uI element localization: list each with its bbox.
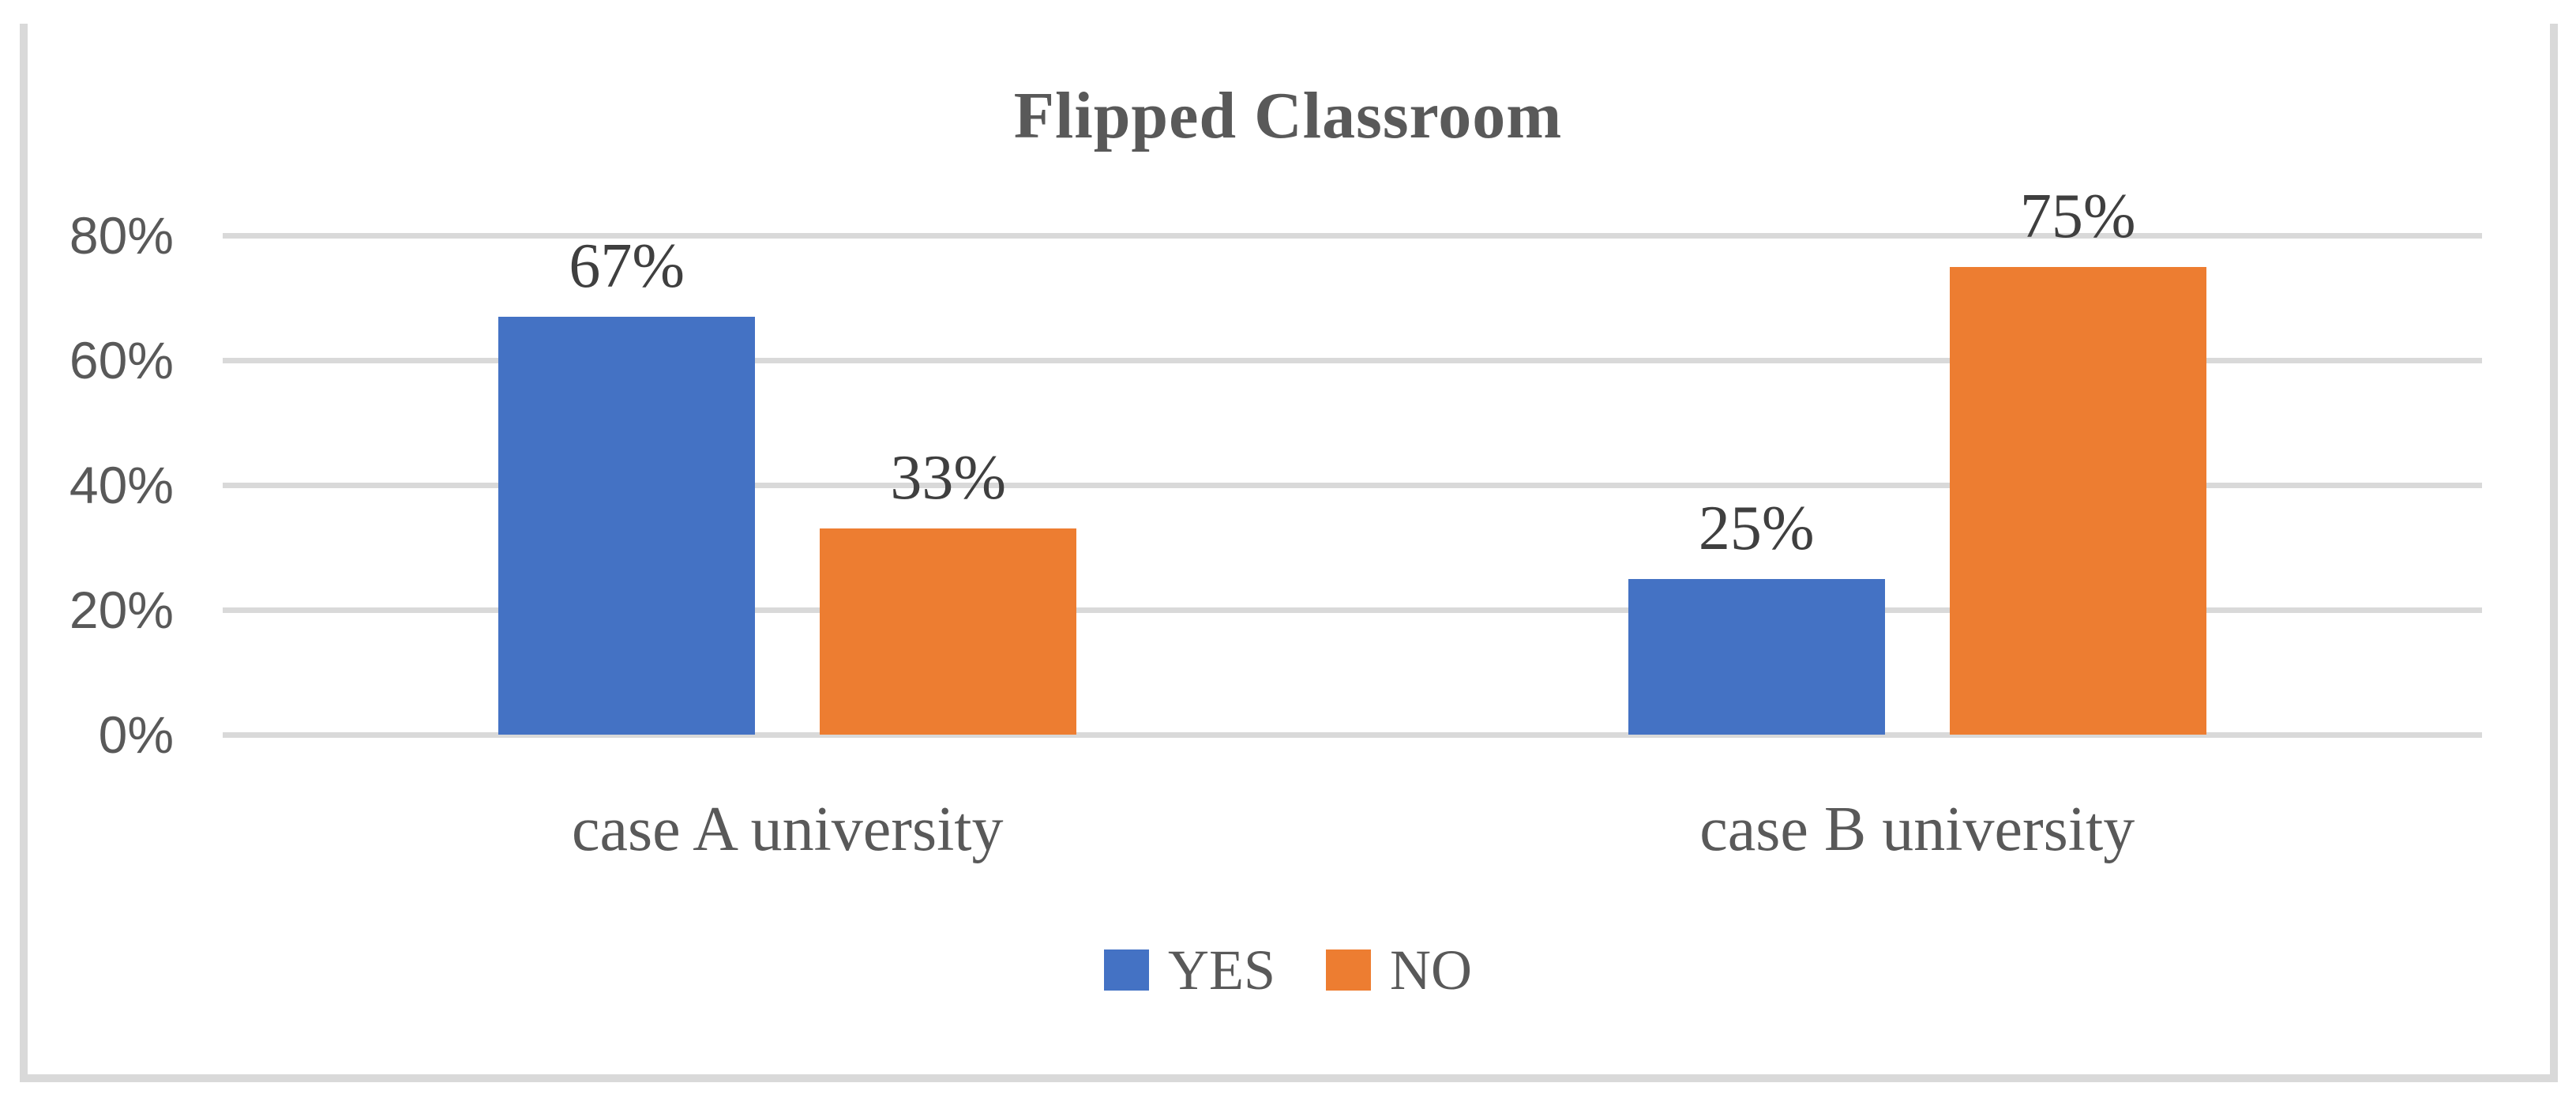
chart-legend: YES NO (0, 938, 2576, 1002)
y-axis-tick-label: 60% (69, 331, 174, 389)
y-axis-tick-label: 20% (69, 581, 174, 639)
data-label-no-case-b: 75% (2019, 181, 2136, 251)
y-axis-tick-label: 80% (69, 206, 174, 265)
data-label-yes-case-b: 25% (1698, 493, 1815, 563)
data-label-no-case-a: 33% (890, 443, 1007, 513)
gridline-80 (223, 232, 2482, 239)
bar-yes-case-b (1628, 578, 1885, 735)
legend-label-no: NO (1390, 938, 1473, 1002)
legend-item-yes: YES (1103, 938, 1276, 1002)
legend-label-yes: YES (1167, 938, 1276, 1002)
gridline-60 (223, 357, 2482, 363)
legend-swatch-yes (1103, 949, 1149, 991)
gridline-20 (223, 607, 2482, 613)
plot-area: 67% 33% 25% 75% (223, 181, 2482, 738)
legend-swatch-no (1326, 949, 1372, 991)
data-label-yes-case-a: 67% (569, 231, 685, 301)
y-axis-tick-label: 0% (98, 705, 174, 764)
y-axis-tick-label: 40% (69, 456, 174, 514)
bar-yes-case-a (498, 316, 756, 735)
gridline-40 (223, 482, 2482, 488)
legend-item-no: NO (1326, 938, 1472, 1002)
category-label-case-b: case B university (1699, 795, 2135, 864)
chart-title: Flipped Classroom (1013, 79, 1563, 152)
bar-no-case-b (1949, 266, 2206, 735)
category-label-case-a: case A university (571, 795, 1004, 864)
bar-no-case-a (820, 528, 1077, 735)
gridline-0 (223, 731, 2482, 738)
